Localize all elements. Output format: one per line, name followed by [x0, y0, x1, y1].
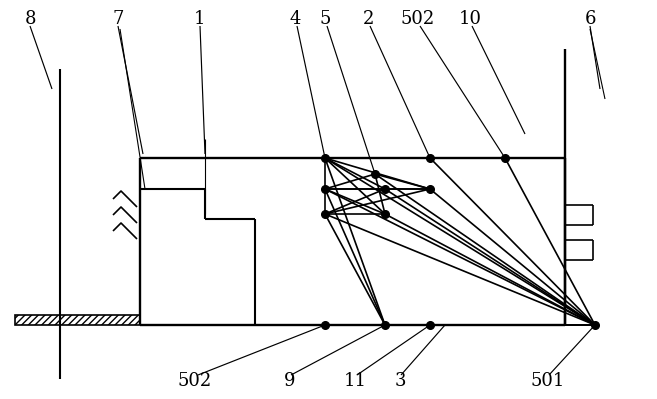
Text: 7: 7	[112, 10, 124, 28]
Text: 9: 9	[284, 372, 296, 390]
Bar	[15, 315, 140, 325]
Text: 501: 501	[531, 372, 565, 390]
Text: 10: 10	[459, 10, 482, 28]
Text: 502: 502	[401, 10, 435, 28]
Text: 5: 5	[319, 10, 330, 28]
Text: 2: 2	[362, 10, 374, 28]
Text: 1: 1	[194, 10, 206, 28]
Text: 4: 4	[289, 10, 301, 28]
Text: 6: 6	[584, 10, 596, 28]
Text: 8: 8	[24, 10, 35, 28]
Text: 502: 502	[178, 372, 212, 390]
Text: 11: 11	[344, 372, 367, 390]
Text: 3: 3	[394, 372, 406, 390]
